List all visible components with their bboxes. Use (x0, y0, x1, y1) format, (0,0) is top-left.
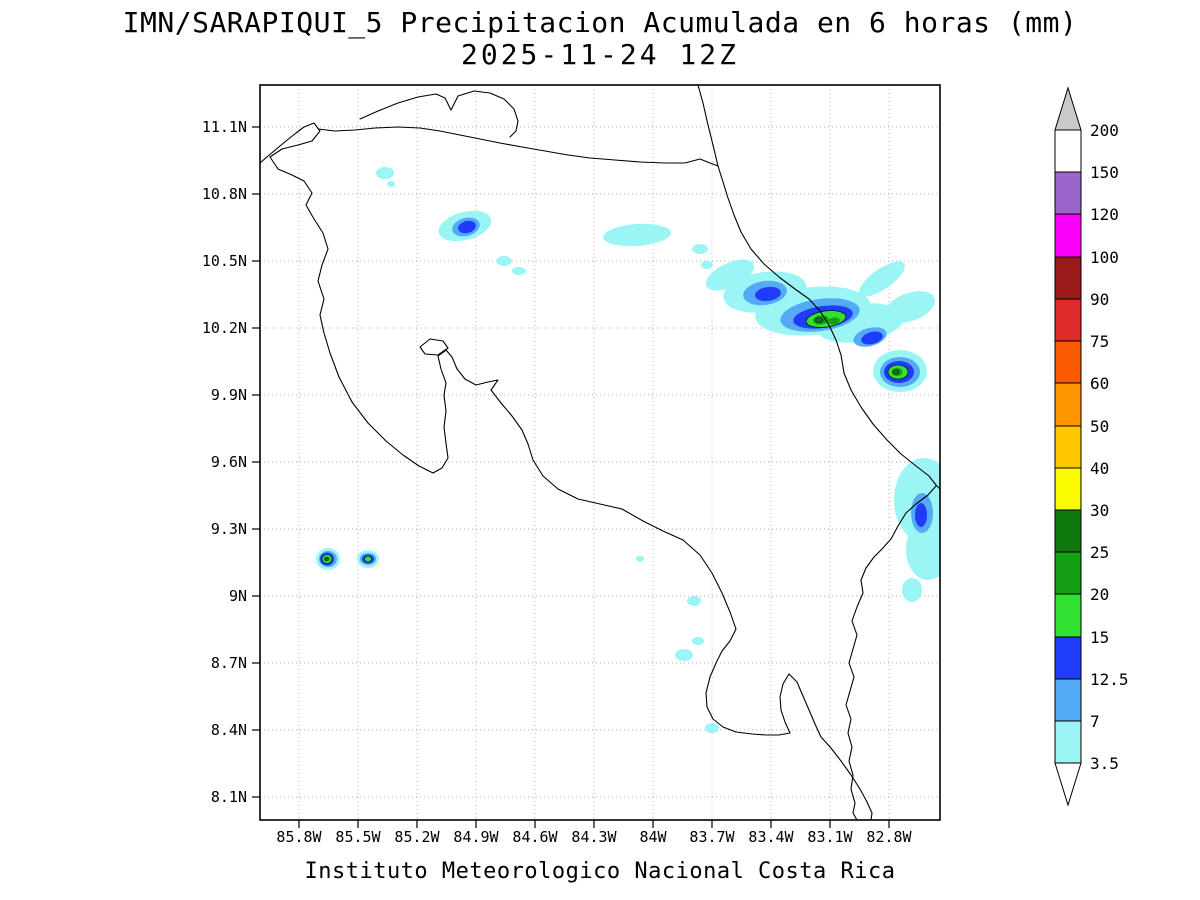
precip-level-7-12.5 (319, 217, 933, 567)
chart-valid-time: 2025-11-24 12Z (460, 38, 739, 71)
colorbar-segment (1054, 720, 1082, 764)
y-tick-label: 10.5N (202, 252, 247, 270)
colorbar-label: 12.5 (1090, 670, 1129, 689)
x-tick-label: 84.3W (571, 828, 617, 846)
colorbar-segment (1054, 298, 1082, 342)
colorbar-segment (1054, 425, 1082, 469)
y-tick-label: 8.7N (211, 654, 247, 672)
chart-title: IMN/SARAPIQUI_5 Precipitacion Acumulada … (122, 6, 1078, 39)
map-plot: 11.1N 10.8N 10.5N 10.2N 9.9N 9.6N 9.3N 9… (202, 84, 941, 846)
colorbar-label: 75 (1090, 332, 1109, 351)
x-tick-label: 82.8W (866, 828, 912, 846)
colorbar-label: 30 (1090, 501, 1109, 520)
colorbar-label: 15 (1090, 628, 1109, 647)
caribbean-coastline-and-panama-border (697, 85, 940, 820)
nicaragua-border (317, 126, 719, 167)
colorbar-segment (1054, 636, 1082, 680)
y-tick-label: 11.1N (202, 118, 247, 136)
precip-level-15-20 (321, 310, 909, 564)
x-tick-label: 85.2W (394, 828, 440, 846)
lake-nicaragua-shore (359, 90, 519, 138)
chira-island (419, 338, 449, 356)
y-tick-label: 8.4N (211, 721, 247, 739)
x-tick-label: 84.6W (512, 828, 558, 846)
colorbar-label: 100 (1090, 248, 1119, 267)
y-tick-label: 9.6N (211, 453, 247, 471)
x-axis-ticks (298, 820, 890, 828)
colorbar-label: 50 (1090, 417, 1109, 436)
colorbar-label: 60 (1090, 374, 1109, 393)
precip-level-25-30 (324, 317, 900, 561)
colorbar-segment (1054, 171, 1082, 215)
colorbar-label: 90 (1090, 290, 1109, 309)
y-tick-label: 10.2N (202, 319, 247, 337)
x-tick-label: 85.8W (276, 828, 322, 846)
colorbar-label: 120 (1090, 205, 1119, 224)
colorbar-segment (1054, 467, 1082, 511)
plot-frame (259, 84, 941, 821)
colorbar-segment (1054, 593, 1082, 638)
precip-level-12.5-15 (320, 220, 927, 566)
colorbar-segment (1054, 256, 1082, 300)
colorbar-segment (1054, 678, 1082, 722)
colorbar-arrow-bottom (1054, 762, 1082, 807)
x-axis-labels: 85.8W 85.5W 85.2W 84.9W 84.6W 84.3W 84W … (276, 828, 912, 846)
source-caption: Instituto Meteorologico Nacional Costa R… (304, 859, 896, 884)
colorbar-label: 150 (1090, 163, 1119, 182)
colorbar-segment (1054, 382, 1082, 427)
colorbar-segment (1054, 509, 1082, 553)
colorbar-legend: 200 150 120 100 90 75 60 50 40 30 25 20 … (1054, 86, 1129, 807)
lon-gridlines (298, 85, 890, 820)
colorbar-label: 7 (1090, 712, 1100, 731)
x-tick-label: 85.5W (335, 828, 381, 846)
pacific-coastline (260, 122, 873, 820)
y-tick-label: 8.1N (211, 788, 247, 806)
lat-gridlines (260, 126, 940, 798)
y-tick-label: 9.3N (211, 520, 247, 538)
precip-level-3.5-7 (316, 167, 940, 733)
y-tick-label: 10.8N (202, 185, 247, 203)
colorbar-segment (1054, 340, 1082, 384)
colorbar-segment (1054, 213, 1082, 258)
x-tick-label: 83.4W (748, 828, 794, 846)
y-axis-labels: 11.1N 10.8N 10.5N 10.2N 9.9N 9.6N 9.3N 9… (202, 118, 247, 806)
colorbar-segment (1054, 551, 1082, 595)
colorbar-label: 200 (1090, 121, 1119, 140)
colorbar-labels: 200 150 120 100 90 75 60 50 40 30 25 20 … (1090, 121, 1129, 773)
coastline-layer (260, 85, 940, 820)
y-axis-ticks (252, 126, 260, 798)
precipitation-shading (316, 167, 940, 733)
y-tick-label: 9N (229, 587, 247, 605)
x-tick-label: 84W (639, 828, 667, 846)
x-tick-label: 83.7W (689, 828, 735, 846)
colorbar-label: 40 (1090, 459, 1109, 478)
colorbar-label: 25 (1090, 543, 1109, 562)
precip-level-20-25 (324, 315, 903, 562)
x-tick-label: 84.9W (453, 828, 499, 846)
x-tick-label: 83.1W (807, 828, 853, 846)
colorbar-label: 20 (1090, 585, 1109, 604)
y-tick-label: 9.9N (211, 386, 247, 404)
colorbar-arrow-top (1054, 86, 1082, 131)
colorbar-segment (1054, 129, 1082, 173)
colorbar-label: 3.5 (1090, 754, 1119, 773)
